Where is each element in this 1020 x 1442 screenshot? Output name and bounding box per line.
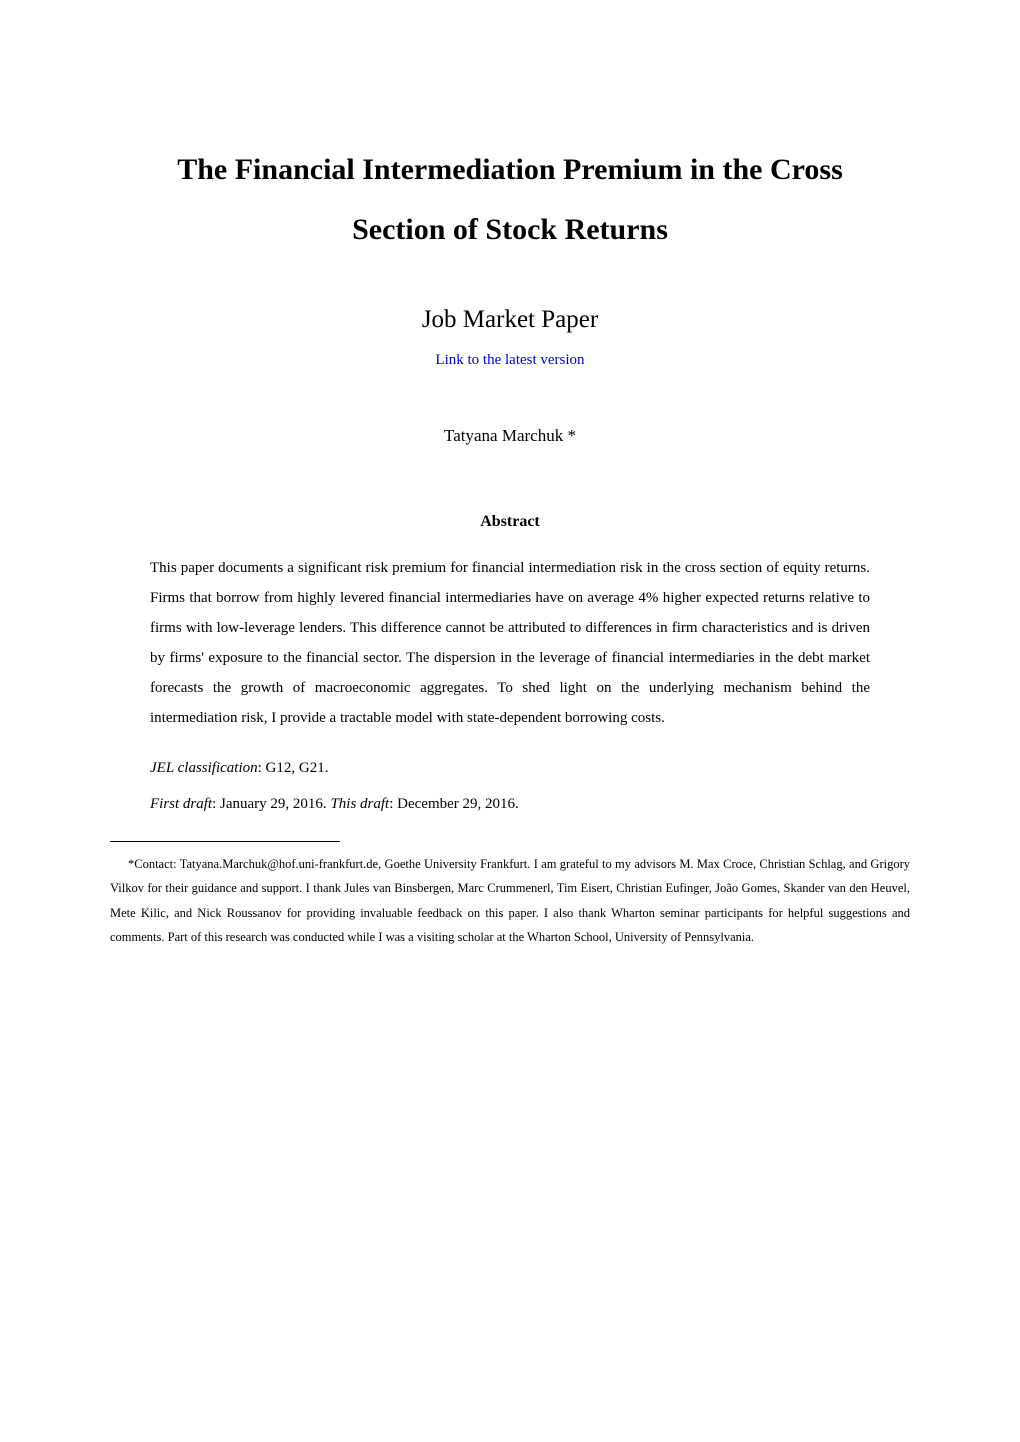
latest-version-link[interactable]: Link to the latest version <box>435 352 584 368</box>
draft-dates: First draft: January 29, 2016. This draf… <box>150 789 870 819</box>
latest-version-link-container: Link to the latest version <box>110 348 910 372</box>
jel-label: JEL classification <box>150 760 258 776</box>
title-line-2: Section of Stock Returns <box>352 213 668 246</box>
abstract-body: This paper documents a significant risk … <box>150 553 870 733</box>
jel-classification: JEL classification: G12, G21. <box>150 753 870 783</box>
first-draft-label: First draft <box>150 796 212 812</box>
author-footnote: *Contact: Tatyana.Marchuk@hof.uni-frankf… <box>110 852 910 950</box>
this-draft-label: This draft <box>330 796 389 812</box>
paper-subtitle: Job Market Paper <box>110 300 910 340</box>
first-draft-value: : January 29, 2016. <box>212 796 330 812</box>
abstract-heading: Abstract <box>110 509 910 535</box>
footnote-separator <box>110 841 340 842</box>
jel-value: : G12, G21. <box>258 760 329 776</box>
title-line-1: The Financial Intermediation Premium in … <box>177 153 843 186</box>
paper-title: The Financial Intermediation Premium in … <box>110 140 910 260</box>
this-draft-value: : December 29, 2016. <box>389 796 519 812</box>
author-name: Tatyana Marchuk * <box>110 422 910 449</box>
